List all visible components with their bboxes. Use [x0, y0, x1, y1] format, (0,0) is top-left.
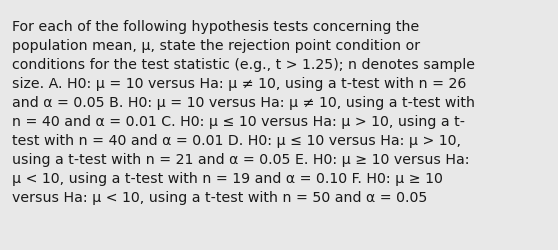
Text: For each of the following hypothesis tests concerning the
population mean, μ, st: For each of the following hypothesis tes… [12, 20, 475, 204]
